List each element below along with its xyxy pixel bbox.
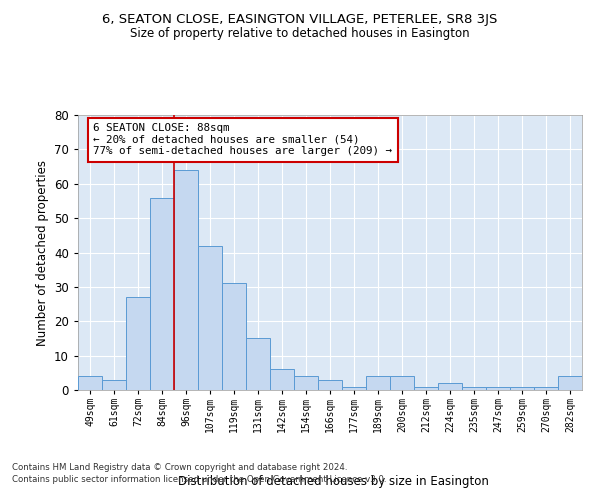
- Bar: [102, 380, 126, 390]
- Bar: [390, 376, 414, 390]
- Text: Contains HM Land Registry data © Crown copyright and database right 2024.: Contains HM Land Registry data © Crown c…: [12, 464, 347, 472]
- Bar: [558, 376, 582, 390]
- Bar: [366, 376, 390, 390]
- Bar: [270, 370, 294, 390]
- Y-axis label: Number of detached properties: Number of detached properties: [35, 160, 49, 346]
- Bar: [342, 386, 366, 390]
- Bar: [126, 297, 150, 390]
- Bar: [150, 198, 174, 390]
- Bar: [246, 338, 270, 390]
- Bar: [78, 376, 102, 390]
- Text: 6 SEATON CLOSE: 88sqm
← 20% of detached houses are smaller (54)
77% of semi-deta: 6 SEATON CLOSE: 88sqm ← 20% of detached …: [93, 123, 392, 156]
- Bar: [318, 380, 342, 390]
- Bar: [414, 386, 438, 390]
- Bar: [534, 386, 558, 390]
- Bar: [174, 170, 198, 390]
- Text: Size of property relative to detached houses in Easington: Size of property relative to detached ho…: [130, 28, 470, 40]
- Bar: [198, 246, 222, 390]
- Bar: [294, 376, 318, 390]
- Bar: [510, 386, 534, 390]
- Bar: [486, 386, 510, 390]
- Text: Distribution of detached houses by size in Easington: Distribution of detached houses by size …: [178, 474, 488, 488]
- Bar: [222, 284, 246, 390]
- Text: Contains public sector information licensed under the Open Government Licence v3: Contains public sector information licen…: [12, 475, 386, 484]
- Bar: [462, 386, 486, 390]
- Bar: [438, 383, 462, 390]
- Text: 6, SEATON CLOSE, EASINGTON VILLAGE, PETERLEE, SR8 3JS: 6, SEATON CLOSE, EASINGTON VILLAGE, PETE…: [103, 12, 497, 26]
